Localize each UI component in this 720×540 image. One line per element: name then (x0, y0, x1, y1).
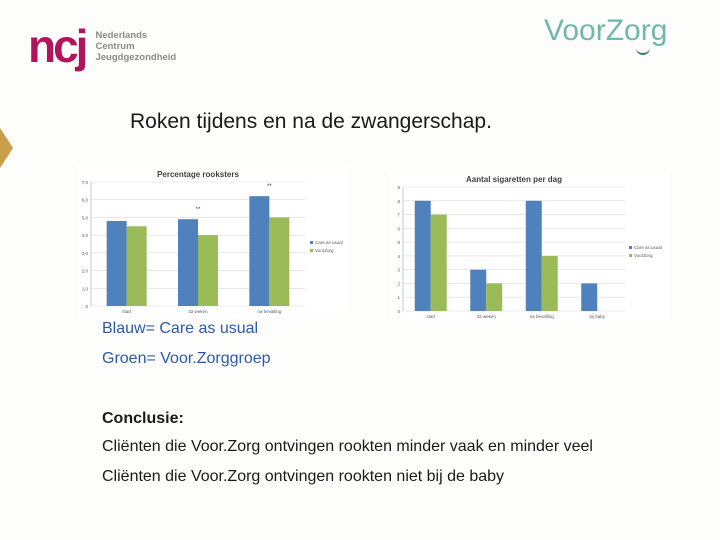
x-tick-label: na bevalling (257, 309, 282, 314)
y-tick-label: 1 (397, 295, 400, 300)
x-tick-label: 32 weken (477, 314, 497, 319)
y-tick-label: 4 (397, 254, 400, 259)
bar-care-as-usual (106, 220, 127, 306)
voorzorg-logo: VoorZorg (544, 14, 668, 55)
bar-voorzorg (486, 283, 503, 311)
y-tick-label: 5,0 (82, 215, 89, 220)
chart-aantal-sigaretten: Aantal sigaretten per dag 0 1 2 3 4 5 6 7 8 9 start… (389, 171, 669, 321)
slide-title: Roken tijdens en na de zwangerschap. (130, 110, 492, 133)
y-tick-label: 2,0 (82, 269, 89, 274)
bar-care-as-usual (525, 200, 542, 311)
bar-care-as-usual (581, 283, 598, 311)
ncj-logo-line: Centrum (95, 40, 135, 52)
legend-blue-text: Blauw= Care as usual (102, 320, 259, 337)
legend-green-text: Groen= Voor.Zorggroep (102, 350, 271, 367)
ncj-logo-line: Jeugdgezondheid (95, 51, 177, 63)
bar-voorzorg (269, 217, 290, 306)
bar-voorzorg (126, 226, 147, 306)
legend-entry: VoorZorg (634, 253, 653, 258)
ncj-logo: ncj Nederlands Centrum Jeugdgezondheid (28, 20, 176, 72)
legend-swatch (629, 254, 632, 257)
y-tick-label: 3,0 (82, 251, 89, 256)
bar-voorzorg (541, 255, 558, 311)
voorzorg-logo-text: VoorZorg (544, 14, 668, 47)
chart-title: Aantal sigaretten per dag (466, 175, 562, 184)
x-tick-label: na bevalling (530, 314, 555, 319)
chart-title: Percentage rooksters (157, 170, 239, 179)
y-tick-label: 5 (397, 240, 400, 245)
x-tick-label: 32 weken (188, 309, 208, 314)
y-tick-label: 7,0 (82, 180, 89, 185)
chart-percentage-rooksters: Percentage rooksters 0 1,0 2,0 3,0 4,0 5,0 6,0 7… (77, 166, 348, 318)
y-tick-label: 4,0 (82, 233, 89, 238)
y-tick-label: 1,0 (82, 286, 89, 291)
legend-swatch (310, 249, 313, 252)
ncj-logo-letters: ncj (28, 20, 88, 72)
legend-swatch (629, 246, 632, 249)
ncj-logo-line: Nederlands (95, 29, 148, 41)
y-tick-label: 2 (397, 281, 400, 286)
y-tick-label: 0 (397, 309, 400, 314)
voorzorg-swoosh-icon (636, 48, 650, 55)
conclusion-line-1: Cliënten die Voor.Zorg ontvingen rookten… (102, 438, 593, 455)
side-arrow-icon (0, 128, 13, 168)
bar-care-as-usual (249, 196, 270, 306)
legend-swatch (310, 241, 313, 244)
bar-care-as-usual (178, 219, 198, 306)
y-tick-label: 8 (397, 199, 400, 204)
y-tick-label: 9 (397, 185, 400, 190)
conclusion-line-2: Cliënten die Voor.Zorg ontvingen rookten… (102, 468, 505, 485)
legend-entry: Care as usual (315, 240, 343, 245)
conclusion-heading: Conclusie: (102, 410, 184, 427)
y-tick-label: 7 (397, 213, 400, 218)
legend-entry: Care as usual (634, 245, 662, 250)
x-tick-label: bij baby (589, 314, 605, 319)
legend-entry: VoorZorg (315, 248, 334, 253)
significance-annotation: ** (267, 184, 272, 190)
x-tick-label: start (426, 314, 436, 319)
x-tick-label: start (122, 309, 132, 314)
significance-annotation: ** (196, 207, 201, 213)
y-tick-label: 0 (85, 304, 88, 309)
bar-voorzorg (198, 235, 218, 306)
y-tick-label: 3 (397, 268, 400, 273)
y-tick-label: 6,0 (82, 198, 89, 203)
ncj-logo-text: Nederlands Centrum Jeugdgezondheid (95, 30, 176, 63)
y-tick-label: 6 (397, 226, 400, 231)
bar-care-as-usual (414, 200, 431, 311)
bar-care-as-usual (470, 269, 487, 311)
bar-voorzorg (430, 214, 447, 311)
